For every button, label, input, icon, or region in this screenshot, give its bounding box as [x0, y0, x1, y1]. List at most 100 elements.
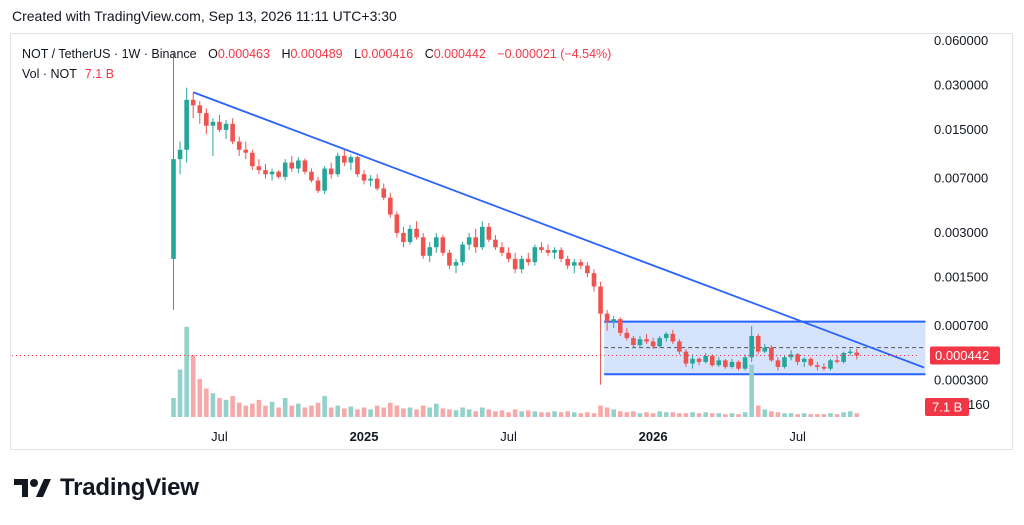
volume-bar	[427, 407, 433, 417]
volume-bar	[493, 411, 498, 417]
candle	[585, 262, 590, 278]
candle	[190, 92, 196, 119]
volume-bar	[716, 413, 722, 417]
volume-bar	[381, 407, 387, 417]
volume-bar	[690, 412, 695, 417]
candle-body	[736, 361, 741, 369]
candle-body	[801, 358, 807, 362]
last-price-label: 0.000442	[935, 348, 989, 363]
candle	[749, 326, 754, 362]
candle-body	[342, 155, 347, 163]
volume-bar	[440, 408, 446, 417]
close-value: 0.000442	[433, 47, 486, 61]
x-tick-label: 2026	[639, 429, 668, 444]
candle	[171, 52, 176, 310]
volume-bar	[644, 412, 649, 417]
candle	[388, 192, 393, 218]
candle	[453, 258, 459, 274]
candle	[834, 355, 840, 364]
candle	[427, 242, 433, 263]
brand-name: TradingView	[60, 474, 199, 501]
candle-body	[808, 358, 814, 366]
y-tick-label: 0.000700	[934, 318, 988, 333]
candle-body	[565, 258, 570, 266]
candle-body	[670, 333, 676, 342]
candle-body	[775, 360, 781, 367]
volume-label[interactable]: Vol · NOT	[22, 67, 77, 81]
candle-body	[762, 347, 768, 352]
volume-bar	[677, 413, 682, 417]
candle-body	[624, 332, 630, 339]
candle	[637, 335, 643, 348]
volume-bar	[236, 402, 242, 417]
candle-body	[637, 339, 643, 346]
candle	[328, 162, 334, 179]
volume-bar	[282, 398, 288, 417]
candle	[663, 331, 669, 342]
candle	[565, 255, 570, 270]
y-tick-label: 0.030000	[934, 78, 988, 93]
candle	[204, 108, 209, 135]
candle	[355, 155, 360, 177]
candle	[736, 360, 741, 371]
candle-body	[519, 258, 525, 270]
candle-body	[650, 341, 656, 347]
tradingview-logo[interactable]: TradingView	[14, 474, 199, 502]
candle-body	[493, 239, 498, 248]
candle-body	[525, 258, 531, 263]
y-tick-label: 0.007000	[934, 171, 988, 186]
x-tick-label: Jul	[789, 429, 806, 444]
volume-bar	[545, 412, 551, 417]
volume-bar	[519, 411, 525, 417]
candle-body	[578, 262, 584, 266]
volume-legend-line: Vol · NOT 7.1 B	[22, 64, 611, 84]
volume-bar	[184, 326, 189, 417]
volume-bar	[512, 409, 518, 417]
candle	[742, 354, 748, 371]
candle	[519, 255, 525, 274]
x-tick-label: Jul	[500, 429, 517, 444]
volume-bar	[591, 413, 597, 417]
volume-bar	[355, 409, 360, 417]
volume-bar	[782, 413, 787, 417]
volume-bar	[289, 405, 295, 417]
volume-bar	[631, 411, 636, 417]
symbol-label[interactable]: NOT / TetherUS · 1W · Binance	[22, 47, 197, 61]
candle	[374, 174, 380, 191]
candle	[841, 351, 846, 364]
candle-body	[611, 319, 616, 322]
low-value: 0.000416	[361, 47, 414, 61]
candle-body	[460, 244, 465, 263]
candle-body	[328, 168, 334, 175]
candle-body	[539, 247, 544, 250]
y-tick-label: 0.060000	[934, 33, 988, 48]
candle-body	[447, 252, 452, 266]
candle-body	[210, 121, 216, 126]
candle-body	[788, 354, 794, 358]
candle	[512, 252, 518, 274]
volume-bar	[815, 414, 820, 417]
volume-bar	[552, 411, 557, 417]
candle	[250, 149, 255, 171]
x-tick-label: Jul	[211, 429, 228, 444]
candle	[460, 242, 465, 266]
y-tick-label: 0.015000	[934, 122, 988, 137]
volume-bar	[401, 408, 406, 417]
candle-body	[506, 252, 511, 259]
volume-bar	[762, 409, 768, 417]
candle	[282, 159, 288, 181]
volume-bar	[723, 414, 728, 417]
high-label: H	[281, 47, 291, 61]
candle-body	[335, 155, 341, 175]
candle	[539, 242, 544, 253]
candle-body	[558, 249, 564, 259]
candle-body	[204, 113, 209, 126]
candle	[493, 235, 498, 250]
candle-body	[230, 123, 235, 142]
candle-body	[302, 160, 308, 172]
volume-bar	[460, 407, 465, 417]
volume-bar	[841, 412, 846, 417]
volume-bar	[788, 413, 794, 417]
volume-bar	[486, 409, 492, 417]
